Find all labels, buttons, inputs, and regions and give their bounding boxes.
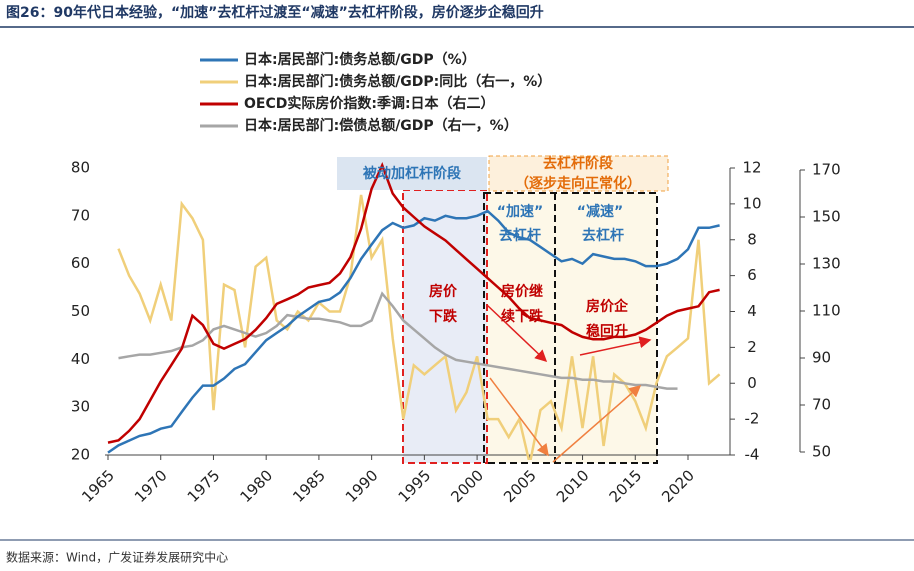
x-tick-label: 1990 — [342, 466, 382, 506]
y-tick-label: 20 — [71, 446, 90, 464]
annotation: 下跌 — [429, 309, 458, 325]
y3-tick-label: 90 — [812, 349, 831, 367]
arrow — [486, 304, 548, 363]
region-passive — [403, 190, 487, 463]
y2-tick-label: 10 — [742, 194, 761, 212]
x-tick-label: 2000 — [447, 466, 487, 506]
y2-tick-label: 4 — [747, 302, 757, 320]
y3-tick-label: 70 — [812, 396, 831, 414]
y-tick-label: 50 — [71, 302, 90, 320]
annotation: 房价企 — [586, 298, 629, 315]
series-line — [107, 209, 720, 454]
annotation: 房价继 — [501, 283, 543, 300]
x-tick-label: 1975 — [184, 466, 224, 506]
region-delever — [487, 193, 657, 463]
legend-label: OECD实际房价指数:季调:日本（右二） — [244, 95, 495, 112]
box-passive — [402, 189, 488, 464]
annotation: 被动加杠杆阶段 — [363, 165, 461, 182]
x-tick-label: 2020 — [658, 466, 698, 506]
box-delever — [483, 192, 658, 464]
y2-tick-label: -4 — [745, 446, 760, 464]
source: 数据来源：Wind，广发证券发展研究中心 — [6, 550, 228, 565]
arrow — [489, 377, 549, 457]
y3-tick-label: 130 — [812, 255, 841, 273]
y-tick-label: 70 — [71, 206, 90, 224]
y-tick-label: 80 — [71, 159, 90, 177]
x-tick-label: 2005 — [500, 466, 540, 506]
y2-tick-label: 0 — [747, 374, 757, 392]
y3-tick-label: 170 — [812, 161, 841, 179]
y-tick-label: 30 — [71, 398, 90, 416]
y-tick-label: 40 — [71, 350, 90, 368]
annotation: 去杠杆阶段 — [543, 155, 613, 172]
x-tick-label: 1980 — [236, 466, 276, 506]
annotation: 房价 — [429, 283, 458, 300]
x-tick-label: 1985 — [289, 466, 329, 506]
y2-tick-label: 8 — [747, 230, 757, 248]
label-box-passive — [337, 157, 487, 190]
x-tick-label: 1965 — [78, 466, 118, 506]
x-tick-label: 1995 — [395, 466, 435, 506]
series-line — [107, 162, 720, 444]
chart-title: 图26：90年代日本经验，“加速”去杠杆过渡至“减速”去杠杆阶段，房价逐步企稳回… — [6, 4, 544, 21]
annotation: 去杠杆 — [582, 227, 624, 244]
y-tick-label: 60 — [71, 254, 90, 272]
legend-label: 日本:居民部门:偿债总额/GDP（右一，%） — [244, 117, 518, 134]
series-line — [118, 291, 678, 390]
label-box-delever — [488, 155, 669, 192]
y3-tick-label: 150 — [812, 208, 841, 226]
arrow — [552, 385, 642, 463]
x-tick-label: 1970 — [131, 466, 171, 506]
y2-tick-label: 2 — [747, 338, 757, 356]
annotation: （逐步走向正常化） — [515, 175, 641, 192]
annotation: 稳回升 — [586, 323, 628, 340]
y2-tick-label: -2 — [745, 410, 760, 428]
y2-tick-label: 6 — [747, 266, 757, 284]
legend-label: 日本:居民部门:债务总额/GDP（%） — [244, 51, 476, 68]
x-tick-label: 2015 — [606, 466, 646, 506]
y3-tick-label: 50 — [812, 443, 831, 461]
annotation: “加速” — [497, 203, 543, 220]
legend-label: 日本:居民部门:债务总额/GDP:同比（右一，%） — [244, 73, 551, 90]
annotation: “减速” — [577, 203, 623, 220]
annotation: 去杠杆 — [499, 227, 541, 244]
x-tick-label: 2010 — [553, 466, 593, 506]
y2-tick-label: 12 — [742, 159, 761, 177]
annotation: 续下跌 — [501, 308, 544, 325]
y3-tick-label: 110 — [812, 302, 841, 320]
arrow — [579, 336, 652, 356]
